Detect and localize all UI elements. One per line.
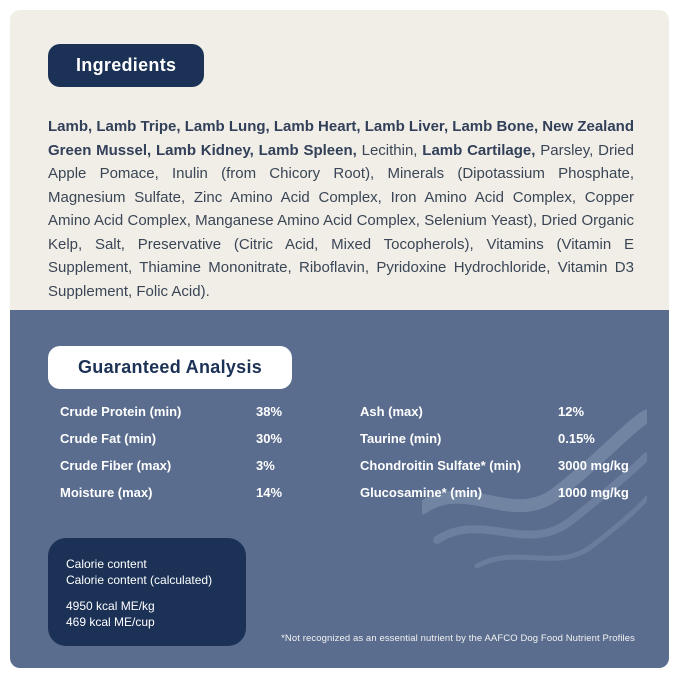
calorie-line: 469 kcal ME/cup — [66, 615, 155, 629]
nutrient-value: 0.15% — [558, 431, 595, 446]
ga-row: Chondroitin Sulfate* (min) 3000 mg/kg — [360, 458, 635, 485]
ingredients-segment-bold: Lamb, Lamb Tripe, Lamb Lung, Lamb Heart,… — [48, 118, 634, 159]
nutrient-value: 1000 mg/kg — [558, 485, 629, 500]
nutrient-value: 3% — [256, 458, 275, 473]
ga-row: Crude Fat (min) 30% — [60, 431, 360, 458]
nutrient-label: Ash (max) — [360, 404, 423, 419]
nutrient-label: Moisture (max) — [60, 485, 153, 500]
ga-row: Crude Protein (min) 38% — [60, 404, 360, 431]
label-sheet: Ingredients Lamb, Lamb Tripe, Lamb Lung,… — [10, 10, 669, 668]
nutrient-value: 38% — [256, 404, 283, 419]
ga-row: Ash (max) 12% — [360, 404, 635, 431]
calorie-line: Calorie content — [66, 557, 147, 571]
ga-left-column: Crude Protein (min) 38% Crude Fat (min) … — [60, 404, 360, 512]
nutrient-label: Glucosamine* (min) — [360, 485, 483, 500]
ingredients-segment-regular: Lecithin, — [361, 141, 423, 159]
nutrient-label: Crude Fat (min) — [60, 431, 157, 446]
ingredients-segment-regular: Parsley, Dried Apple Pomace, Inulin (fro… — [48, 141, 634, 300]
ga-row: Glucosamine* (min) 1000 mg/kg — [360, 485, 635, 512]
nutrient-value: 3000 mg/kg — [558, 458, 629, 473]
ga-right-column: Ash (max) 12% Taurine (min) 0.15% Chondr… — [360, 404, 635, 512]
aafco-footnote: *Not recognized as an essential nutrient… — [281, 633, 635, 644]
guaranteed-analysis-panel: Guaranteed Analysis Crude Protein (min) … — [10, 310, 669, 668]
nutrient-label: Crude Fiber (max) — [60, 458, 172, 473]
calorie-line: Calorie content (calculated) — [66, 573, 213, 587]
spacer — [66, 588, 228, 598]
nutrient-value: 30% — [256, 431, 283, 446]
guaranteed-analysis-title-badge: Guaranteed Analysis — [48, 346, 293, 389]
ingredients-panel: Ingredients Lamb, Lamb Tripe, Lamb Lung,… — [10, 10, 669, 310]
ingredients-segment-bold: Lamb Cartilage, — [422, 141, 541, 159]
ingredients-title-badge: Ingredients — [48, 44, 205, 87]
nutrient-label: Crude Protein (min) — [60, 404, 182, 419]
calorie-content-box: Calorie content Calorie content (calcula… — [48, 538, 246, 646]
ga-row: Moisture (max) 14% — [60, 485, 360, 512]
nutrient-label: Taurine (min) — [360, 431, 442, 446]
guaranteed-analysis-table: Crude Protein (min) 38% Crude Fat (min) … — [60, 404, 635, 512]
calorie-line: 4950 kcal ME/kg — [66, 599, 155, 613]
ga-row: Taurine (min) 0.15% — [360, 431, 635, 458]
ingredients-paragraph: Lamb, Lamb Tripe, Lamb Lung, Lamb Heart,… — [48, 115, 634, 303]
nutrient-value: 12% — [558, 404, 585, 419]
ga-row: Crude Fiber (max) 3% — [60, 458, 360, 485]
nutrient-label: Chondroitin Sulfate* (min) — [360, 458, 522, 473]
nutrient-value: 14% — [256, 485, 283, 500]
